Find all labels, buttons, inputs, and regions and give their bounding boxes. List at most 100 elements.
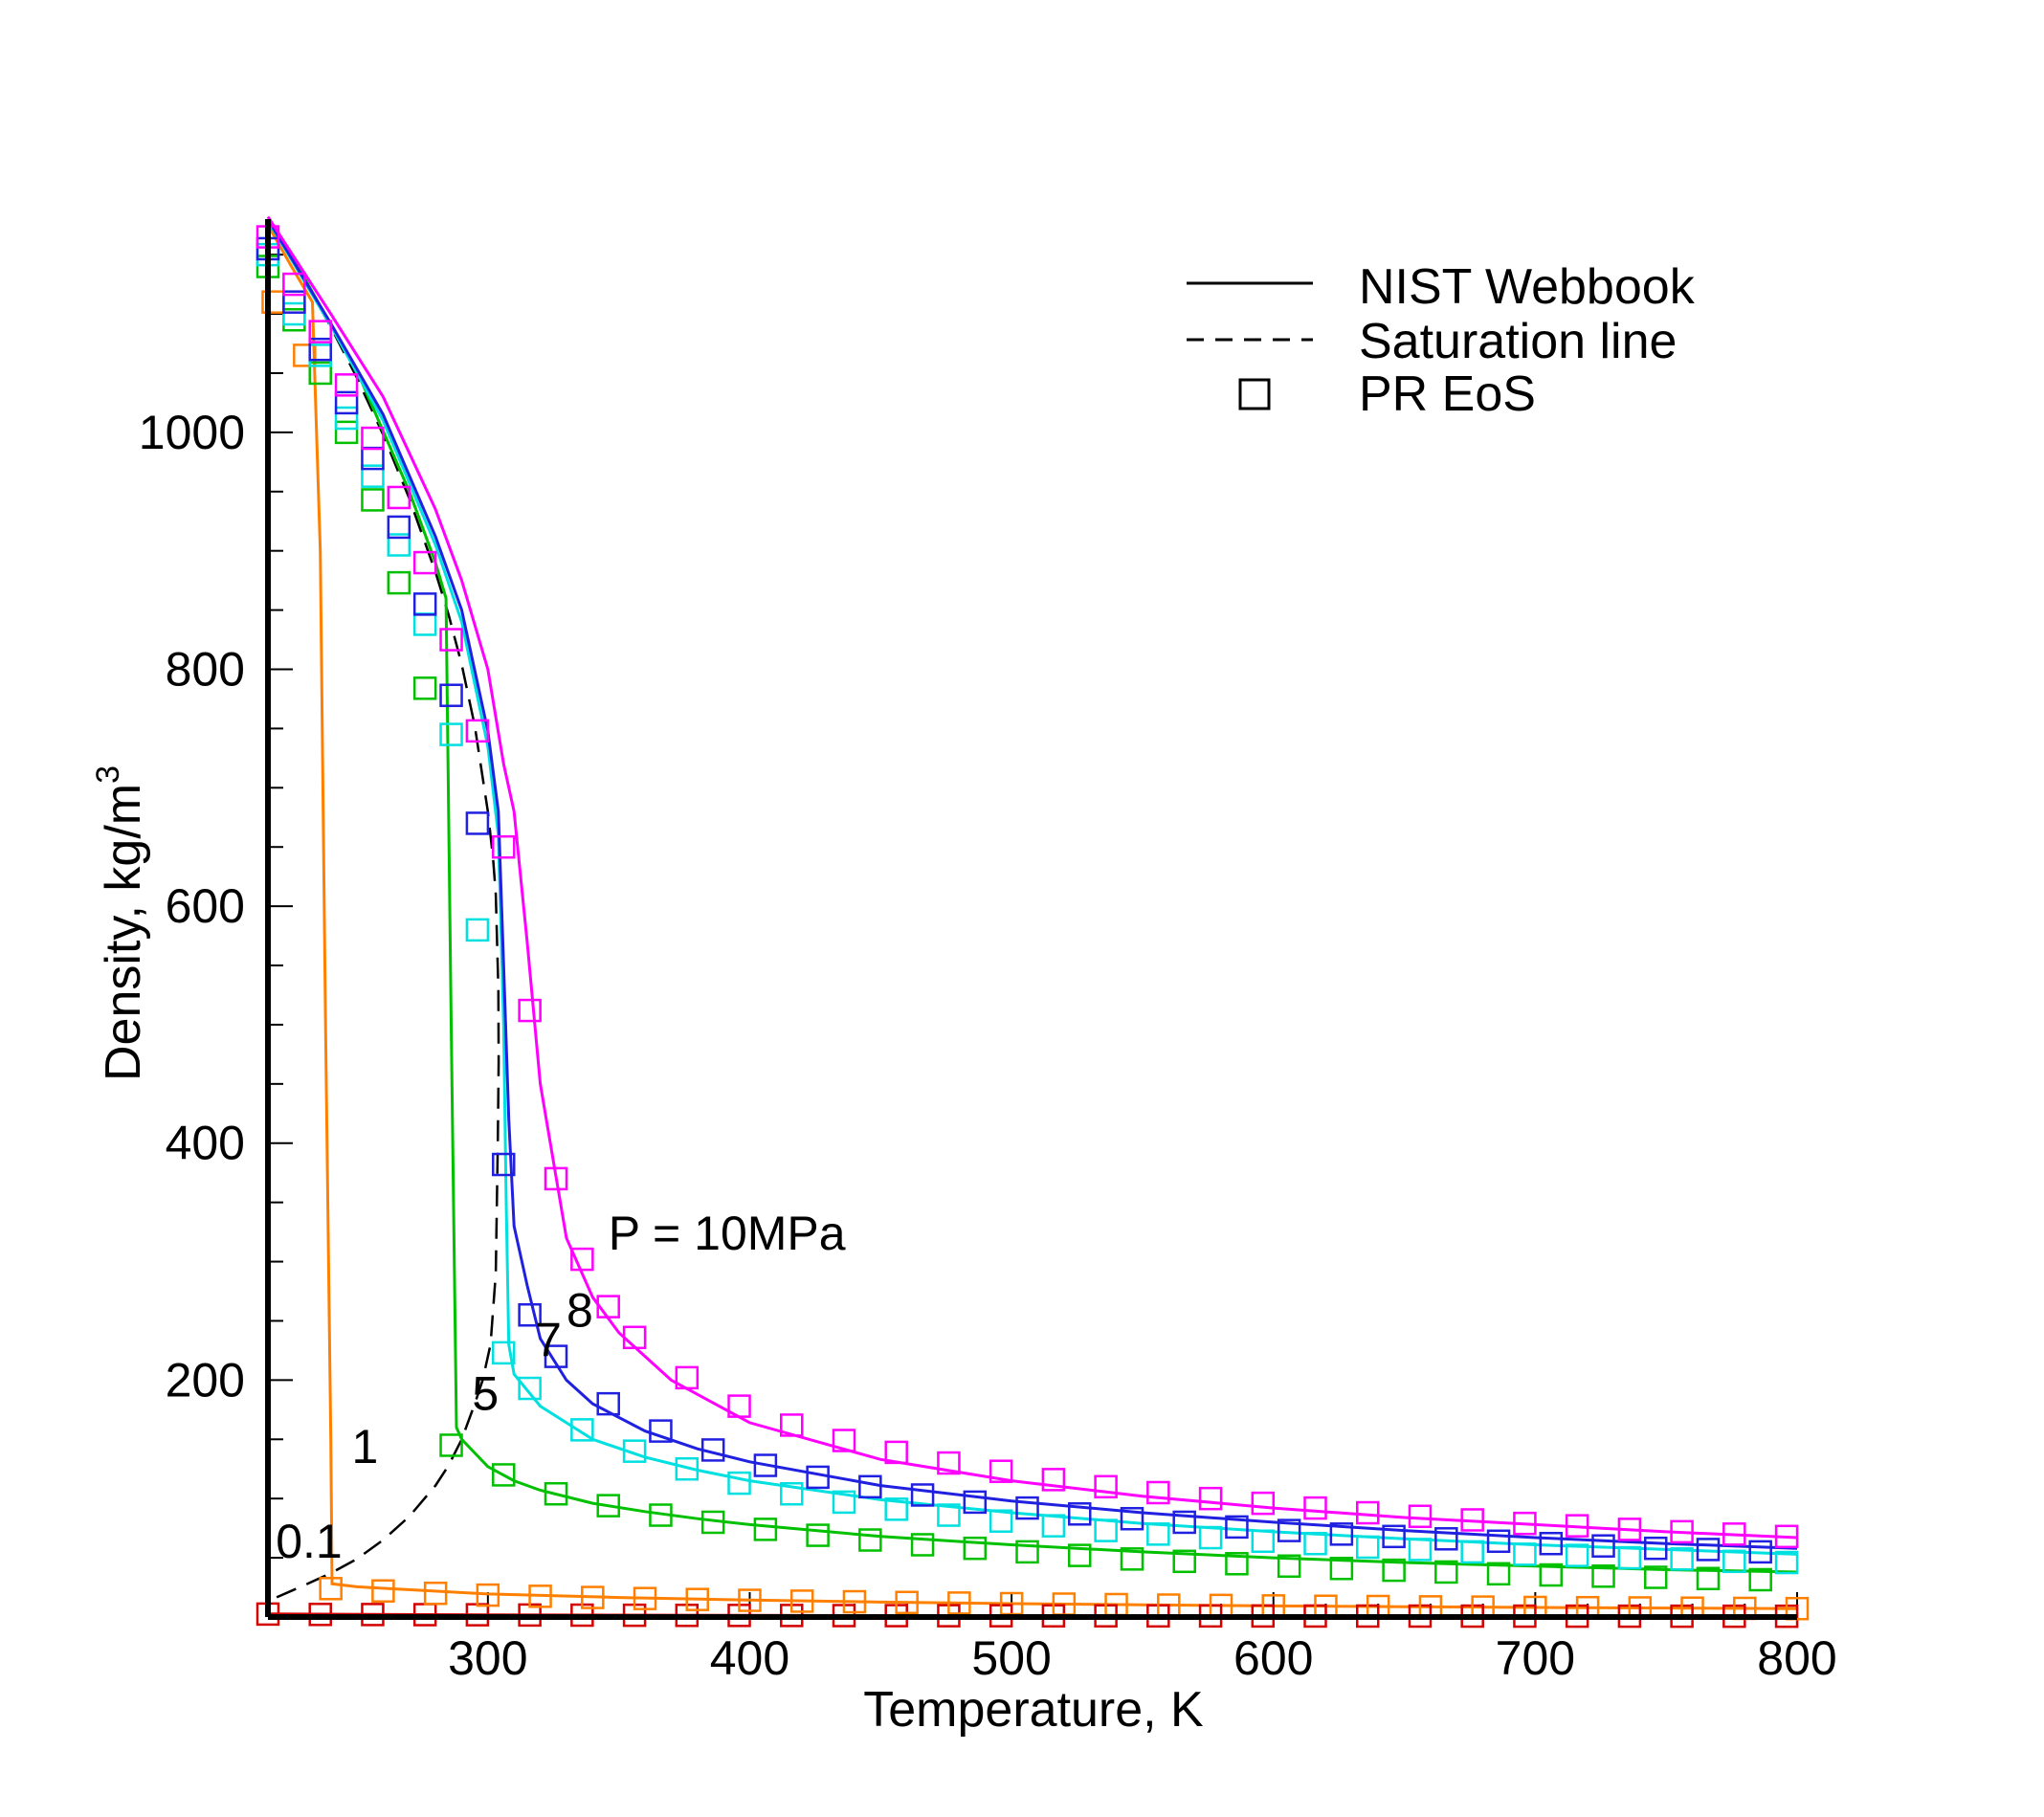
annotation-pressure-5: 5 xyxy=(472,1366,499,1420)
legend-square-marker xyxy=(1238,378,1271,410)
pr-eos-marker-p8 xyxy=(1068,1502,1092,1526)
pr-eos-marker-p1 xyxy=(319,1577,343,1601)
pr-eos-marker-p10 xyxy=(570,1247,594,1272)
pr-eos-marker-p8 xyxy=(1539,1531,1564,1556)
pr-eos-marker-p1 xyxy=(371,1579,395,1604)
pr-eos-marker-p10 xyxy=(1774,1524,1799,1549)
pr-eos-marker-p5 xyxy=(334,420,359,445)
pr-eos-marker-p7 xyxy=(622,1439,647,1463)
nist-line-p7 xyxy=(266,219,1798,1556)
pr-eos-marker-p8 xyxy=(1748,1540,1772,1564)
pr-eos-marker-p10 xyxy=(518,998,542,1023)
pr-eos-marker-p8 xyxy=(858,1474,882,1499)
pr-eos-marker-p10 xyxy=(884,1440,908,1465)
pr-eos-marker-p5 xyxy=(596,1494,620,1518)
pr-eos-marker-p8 xyxy=(518,1303,542,1327)
pr-eos-marker-p7 xyxy=(1303,1531,1327,1556)
pr-eos-marker-p10 xyxy=(1565,1514,1589,1538)
y-tick-label: 1000 xyxy=(139,406,245,459)
pr-eos-marker-p7 xyxy=(1617,1545,1642,1570)
annotation-pressure-7: 7 xyxy=(535,1314,562,1367)
annotations: P = 10MPa 8 7 5 1 0.1 xyxy=(276,1207,846,1568)
pr-eos-marker-p5 xyxy=(412,676,437,700)
pr-eos-marker-p10 xyxy=(412,550,437,575)
y-tick-label: 400 xyxy=(166,1117,245,1170)
x-tick-label: 700 xyxy=(1496,1631,1575,1685)
pr-eos-marker-p10 xyxy=(1460,1508,1484,1532)
x-tick-label: 600 xyxy=(1233,1631,1313,1685)
pr-eos-marker-p8 xyxy=(596,1391,620,1416)
pr-eos-marker-p5 xyxy=(1382,1558,1406,1583)
y-axis-label-text: Density, kg/m xyxy=(96,784,151,1081)
pr-eos-marker-p8 xyxy=(1591,1534,1615,1558)
nist-line-p10 xyxy=(266,215,1798,1540)
annotation-pressure-8: 8 xyxy=(567,1284,593,1338)
pr-eos-marker-p8 xyxy=(1434,1527,1458,1551)
legend: NIST Webbook Saturation line PR EoS xyxy=(1187,259,1696,422)
pr-eos-marker-p5 xyxy=(1277,1554,1301,1579)
pr-eos-marker-p7 xyxy=(492,1341,516,1365)
pr-eos-marker-p5 xyxy=(1434,1560,1458,1584)
pr-eos-marker-p7 xyxy=(1565,1543,1589,1567)
pr-eos-marker-p5 xyxy=(1748,1567,1772,1592)
pr-eos-marker-p10 xyxy=(1670,1519,1694,1544)
pr-eos-marker-p1 xyxy=(528,1584,552,1608)
pr-eos-marker-p7 xyxy=(570,1418,594,1442)
y-tick-label: 600 xyxy=(166,879,245,933)
pr-eos-marker-p7 xyxy=(937,1503,961,1527)
pr-eos-marker-p1 xyxy=(581,1585,605,1609)
pr-eos-marker-p1 xyxy=(685,1587,710,1611)
pr-eos-marker-p5 xyxy=(1486,1562,1511,1586)
pr-eos-marker-p1 xyxy=(293,343,317,367)
pr-eos-marker-p7 xyxy=(675,1456,700,1481)
pr-eos-marker-p8 xyxy=(544,1344,568,1368)
pr-eos-marker-p10 xyxy=(544,1166,568,1191)
pr-eos-marker-p10 xyxy=(1617,1518,1642,1541)
pr-eos-marker-p5 xyxy=(387,570,411,595)
pr-eos-marker-p10 xyxy=(282,272,306,297)
pr-eos-marker-p10 xyxy=(1513,1511,1537,1536)
pr-eos-marker-p8 xyxy=(1486,1529,1511,1554)
pr-eos-marker-p10 xyxy=(308,320,332,343)
pr-eos-marker-p5 xyxy=(1329,1556,1354,1581)
pr-eos-marker-p7 xyxy=(1722,1549,1746,1574)
pr-eos-marker-p7 xyxy=(1251,1529,1276,1554)
pr-eos-marker-p5 xyxy=(806,1523,830,1547)
x-tick-label: 800 xyxy=(1757,1631,1836,1685)
pr-eos-marker-p5 xyxy=(910,1533,935,1557)
pr-eos-marker-p7 xyxy=(1355,1535,1380,1560)
pr-eos-marker-p5 xyxy=(492,1463,516,1487)
pr-eos-marker-p10 xyxy=(989,1459,1013,1483)
saturation-line xyxy=(268,220,500,1602)
x-tick-label: 300 xyxy=(448,1631,527,1685)
nist-line-p1 xyxy=(266,224,1798,1610)
pr-eos-marker-p10 xyxy=(387,485,411,510)
pr-eos-marker-p10 xyxy=(361,426,385,451)
pr-eos-marker-p10 xyxy=(439,628,463,652)
pr-eos-marker-p5 xyxy=(308,361,332,386)
annotation-pressure-10mpa: P = 10MPa xyxy=(609,1207,846,1260)
pr-eos-marker-p8 xyxy=(753,1453,778,1477)
pr-eos-marker-p5 xyxy=(361,488,385,512)
legend-label-saturation-line: Saturation line xyxy=(1359,314,1677,369)
pr-eos-marker-p5 xyxy=(1591,1564,1615,1588)
pr-eos-marker-p10 xyxy=(727,1394,751,1418)
pr-eos-marker-p8 xyxy=(1172,1510,1196,1535)
pr-eos-marker-p5 xyxy=(1643,1565,1668,1589)
pr-eos-marker-p1 xyxy=(476,1583,500,1607)
pr-eos-marker-p5 xyxy=(700,1510,725,1535)
pr-eos-marker-p5 xyxy=(649,1503,673,1527)
nist-line-p8 xyxy=(266,218,1798,1550)
pr-eos-marker-p5 xyxy=(439,1433,463,1457)
pr-eos-marker-p7 xyxy=(1408,1538,1433,1562)
pr-eos-marker-p10 xyxy=(622,1325,647,1350)
legend-label-nist-webbook: NIST Webbook xyxy=(1359,259,1696,315)
pr-eos-marker-p8 xyxy=(492,1152,516,1177)
pr-eos-marker-p7 xyxy=(361,464,385,488)
legend-label-pr-eos: PR EoS xyxy=(1359,366,1536,422)
pr-eos-marker-p10 xyxy=(1094,1474,1118,1499)
pr-eos-marker-p8 xyxy=(387,515,411,540)
axes-layer xyxy=(265,219,1797,1620)
pr-eos-marker-p7 xyxy=(884,1497,908,1521)
